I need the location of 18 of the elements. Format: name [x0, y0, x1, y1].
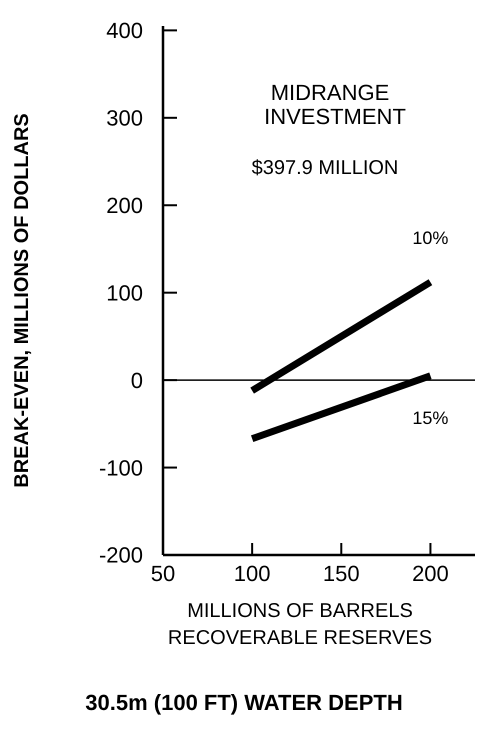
- y-tick-label: 300: [106, 106, 143, 131]
- x-tick-label: 100: [234, 561, 270, 586]
- y-tick-label: -100: [98, 455, 143, 480]
- annotation: MIDRANGE INVESTMENT: [264, 80, 406, 130]
- y-tick-label: 100: [106, 280, 143, 306]
- series-label: 15%: [412, 408, 448, 428]
- y-tick-label: -200: [98, 542, 143, 568]
- x-axis-title: MILLIONS OF BARRELS RECOVERABLE RESERVES: [168, 600, 432, 649]
- y-tick-label: 200: [106, 192, 143, 218]
- annotation: $397.9 MILLION: [252, 157, 398, 179]
- x-tick-label: 150: [322, 561, 360, 586]
- text: 10%: [412, 228, 448, 248]
- x-tick-label: 50: [150, 561, 176, 586]
- x-tick-label: 200: [412, 561, 449, 586]
- y-tick-label: 0: [130, 368, 143, 393]
- y-tick-label: 400: [106, 18, 143, 44]
- y-axis-title: BREAK-EVEN, MILLIONS OF DOLLARS: [11, 113, 33, 488]
- text: 30.5m (100 FT) WATER DEPTH: [85, 690, 403, 715]
